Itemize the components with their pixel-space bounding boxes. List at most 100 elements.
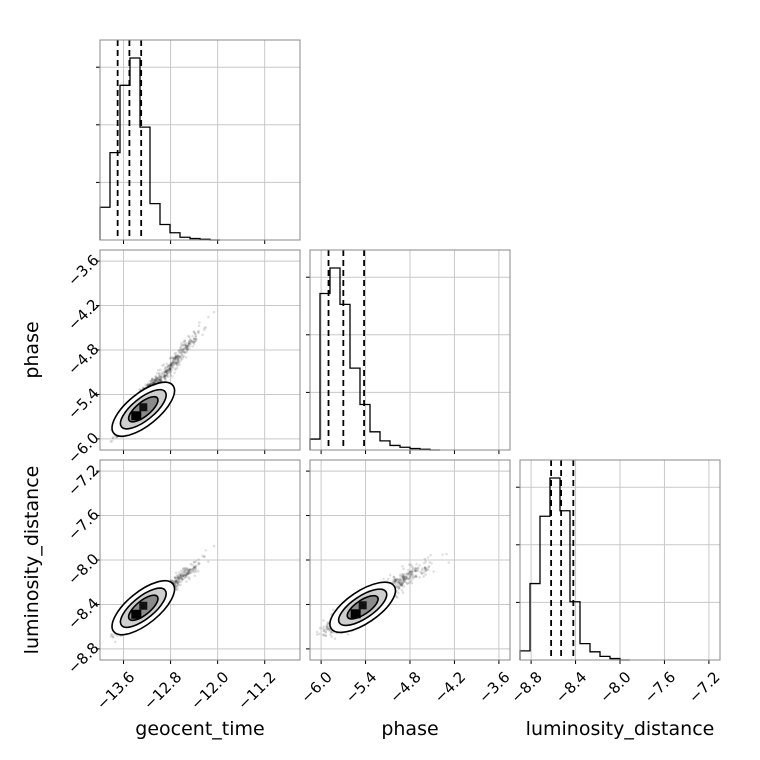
sample-point bbox=[161, 364, 164, 367]
sample-point bbox=[163, 370, 167, 374]
sample-point bbox=[177, 349, 181, 352]
sample-point bbox=[185, 341, 188, 345]
sample-point bbox=[186, 344, 190, 348]
sample-point bbox=[177, 354, 180, 357]
sample-point bbox=[176, 363, 179, 366]
sample-point bbox=[181, 344, 184, 347]
sample-point bbox=[179, 346, 182, 350]
sample-point bbox=[183, 339, 187, 342]
sample-point bbox=[181, 357, 184, 361]
sample-point bbox=[182, 355, 185, 358]
scatter-panel-luminosity_distance-vs-geocent_time bbox=[96, 459, 301, 664]
sample-point bbox=[173, 358, 177, 361]
sample-point bbox=[160, 377, 163, 380]
sample-point bbox=[166, 369, 170, 372]
sample-point bbox=[158, 379, 161, 382]
sample-point bbox=[148, 379, 151, 383]
sample-point bbox=[153, 378, 157, 382]
sample-point bbox=[181, 348, 185, 352]
sample-point bbox=[155, 372, 159, 375]
sample-point bbox=[146, 382, 150, 386]
sample-point bbox=[176, 355, 180, 359]
sample-point bbox=[184, 343, 188, 347]
sample-point bbox=[157, 374, 161, 378]
sample-point bbox=[166, 372, 169, 375]
sample-point bbox=[168, 366, 172, 370]
sample-point bbox=[175, 357, 178, 361]
sample-point bbox=[194, 332, 197, 336]
sample-point bbox=[192, 330, 196, 333]
sample-point bbox=[157, 376, 160, 380]
sample-point bbox=[110, 439, 114, 443]
sample-point bbox=[174, 367, 177, 370]
sample-point bbox=[159, 379, 162, 383]
sample-point bbox=[166, 369, 169, 373]
sample-point bbox=[179, 351, 182, 355]
sample-point bbox=[187, 342, 191, 346]
sample-point bbox=[165, 373, 169, 376]
sample-point bbox=[193, 332, 197, 335]
sample-point bbox=[168, 368, 171, 372]
x-tick-label: −7.2 bbox=[685, 668, 723, 706]
sample-point bbox=[182, 350, 186, 353]
sample-point bbox=[181, 574, 185, 577]
sample-point bbox=[164, 369, 168, 373]
sample-point bbox=[183, 347, 187, 350]
sample-point bbox=[109, 440, 112, 443]
sample-point bbox=[180, 341, 183, 345]
sample-point bbox=[180, 353, 183, 357]
sample-point bbox=[153, 380, 156, 384]
x-tick-label: −8.8 bbox=[507, 668, 545, 706]
sample-point bbox=[163, 370, 166, 374]
sample-point bbox=[165, 362, 169, 366]
sample-point bbox=[182, 347, 185, 350]
sample-point bbox=[150, 380, 154, 383]
sample-point bbox=[171, 357, 175, 361]
sample-point bbox=[172, 359, 175, 363]
sample-point bbox=[169, 363, 173, 367]
sample-point bbox=[158, 375, 161, 378]
sample-point bbox=[111, 436, 115, 439]
x-tick-label: −8.0 bbox=[596, 668, 634, 706]
sample-point bbox=[159, 379, 163, 382]
sample-point bbox=[158, 371, 161, 375]
sample-point bbox=[151, 378, 155, 382]
sample-point bbox=[170, 364, 173, 367]
sample-point bbox=[149, 382, 152, 386]
sample-point bbox=[152, 378, 156, 382]
sample-point bbox=[175, 362, 178, 365]
sample-point bbox=[183, 344, 187, 347]
x-tick-label: −7.6 bbox=[641, 668, 679, 706]
sample-point bbox=[189, 339, 192, 343]
y-tick-label: −6.0 bbox=[64, 429, 102, 467]
sample-point bbox=[177, 359, 180, 362]
sample-point bbox=[156, 377, 160, 381]
sample-point bbox=[175, 354, 178, 358]
sample-point bbox=[174, 571, 178, 575]
sample-point bbox=[177, 571, 181, 574]
sample-point bbox=[174, 351, 178, 355]
sample-point bbox=[190, 339, 194, 343]
sample-point bbox=[160, 375, 164, 378]
sample-point bbox=[175, 355, 178, 359]
sample-point bbox=[174, 358, 178, 362]
sample-point bbox=[152, 381, 155, 385]
sample-point bbox=[154, 378, 157, 381]
scatter-panel-phase-vs-geocent_time bbox=[96, 249, 301, 454]
sample-point bbox=[153, 379, 156, 383]
sample-point bbox=[162, 363, 165, 367]
sample-point bbox=[172, 363, 176, 366]
sample-point bbox=[169, 367, 172, 371]
sample-point bbox=[194, 339, 198, 342]
y-tick-label: −4.8 bbox=[64, 340, 102, 378]
sample-point bbox=[186, 347, 189, 351]
sample-point bbox=[156, 380, 160, 383]
sample-point bbox=[172, 363, 176, 367]
sample-point bbox=[184, 356, 188, 359]
sample-point bbox=[176, 358, 180, 361]
histogram-step bbox=[519, 477, 630, 661]
sample-point bbox=[158, 374, 162, 377]
sample-point bbox=[160, 373, 164, 376]
sample-point bbox=[175, 361, 179, 365]
